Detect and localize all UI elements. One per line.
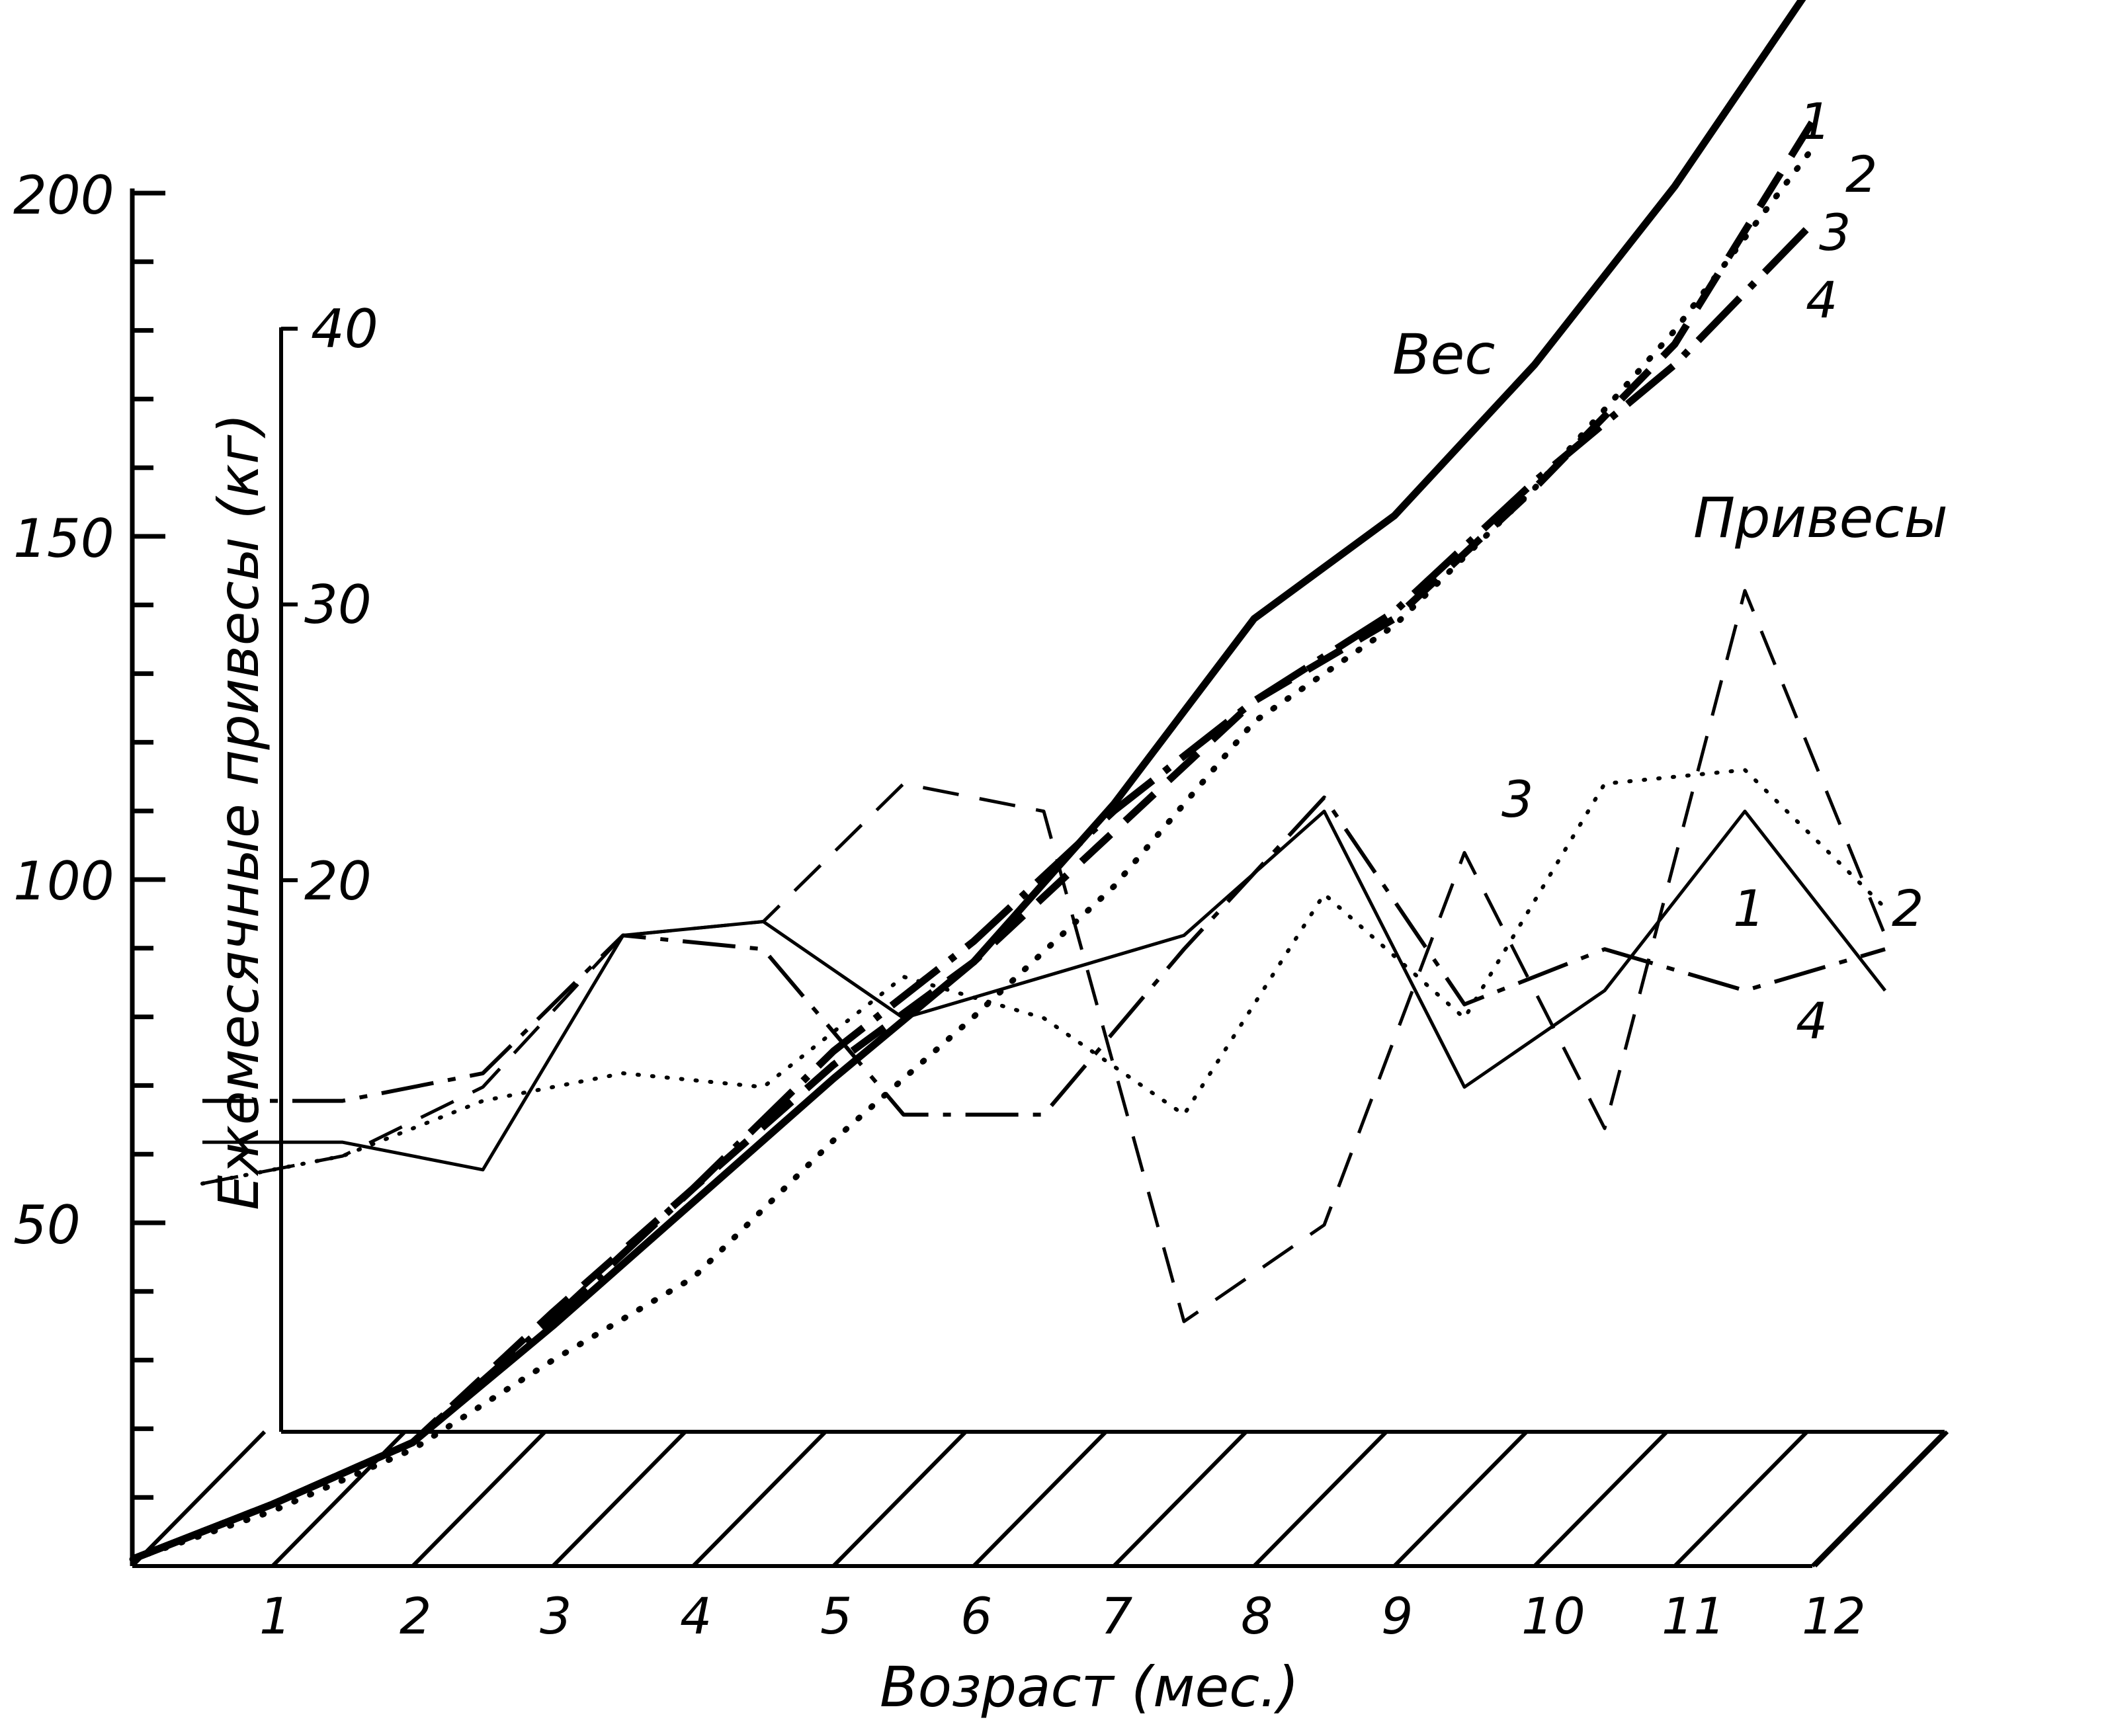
weight-section-label: Вес: [1392, 322, 1496, 387]
hatch-line: [411, 1430, 547, 1568]
base-plane: [130, 1430, 1949, 1568]
weight-series-4-line: [130, 218, 1818, 1563]
x-tick-label: 4: [680, 1587, 712, 1645]
gains-axis-ticks: [281, 327, 298, 882]
weight-axis: [130, 188, 165, 1566]
x-axis-title: Возраст (мес.): [880, 1655, 1299, 1719]
weight-series-1-line: [130, 0, 1806, 1563]
hatch-line: [972, 1430, 1108, 1568]
weight-series-label-2: 2: [1845, 145, 1877, 204]
hatch-line: [831, 1430, 968, 1568]
hatch-line: [1673, 1430, 1809, 1568]
gains-series-label-1: 1: [1733, 879, 1765, 938]
gains-tick-30: 30: [304, 574, 372, 636]
gains-series-label-2: 2: [1892, 879, 1923, 938]
x-tick-labels: 1 2 3 4 5 6 7 8 9 10 11 12: [259, 1587, 1866, 1645]
gains-tick-20: 20: [304, 850, 372, 912]
weight-tick-50: 50: [13, 1194, 81, 1256]
hatch-line: [691, 1430, 827, 1568]
hatch-line: [551, 1430, 687, 1568]
x-tick-label: 9: [1381, 1587, 1413, 1645]
base-hatching: [130, 1430, 1949, 1568]
x-tick-label: 10: [1521, 1587, 1585, 1645]
x-tick-label: 6: [960, 1587, 992, 1645]
x-tick-label: 7: [1101, 1587, 1132, 1645]
x-tick-label: 5: [820, 1587, 852, 1645]
hatch-line: [1813, 1430, 1949, 1568]
weight-series-label-3: 3: [1819, 203, 1851, 262]
gains-series-2-line: [202, 589, 1887, 1323]
gains-series-4-line: [202, 795, 1886, 1117]
hatch-line: [130, 1430, 267, 1568]
gains-tick-40: 40: [311, 298, 378, 360]
gains-series-1-line: [202, 809, 1886, 1172]
hatch-line: [1533, 1430, 1669, 1568]
weight-axis-ticks: [132, 190, 165, 1500]
weight-series-label-4: 4: [1806, 270, 1837, 329]
weight-tick-200: 200: [13, 165, 114, 226]
gain-lines: [200, 589, 1887, 1323]
x-tick-label: 11: [1662, 1587, 1726, 1645]
x-tick-label: 8: [1241, 1587, 1273, 1645]
hatch-line: [1392, 1430, 1529, 1568]
gains-section-label: Привесы: [1693, 485, 1948, 550]
weight-tick-150: 150: [13, 508, 114, 569]
weight-series-3-line: [129, 142, 1818, 1563]
gains-axis: [279, 327, 298, 1432]
gains-axis-title: Ежемесячные привесы (кг): [206, 413, 271, 1210]
weight-lines: [129, 0, 1818, 1563]
x-tick-label: 3: [540, 1587, 571, 1645]
gains-series-label-4: 4: [1796, 991, 1828, 1050]
gains-series-label-3: 3: [1501, 770, 1533, 829]
hatch-line: [1252, 1430, 1388, 1568]
gains-series-3-line: [200, 768, 1887, 1186]
x-tick-label: 1: [259, 1587, 291, 1645]
x-tick-label: 12: [1802, 1587, 1866, 1645]
hatch-line: [1112, 1430, 1248, 1568]
x-tick-label: 2: [400, 1587, 431, 1645]
weight-series-label-1: 1: [1799, 92, 1831, 151]
weight-tick-100: 100: [13, 850, 114, 912]
